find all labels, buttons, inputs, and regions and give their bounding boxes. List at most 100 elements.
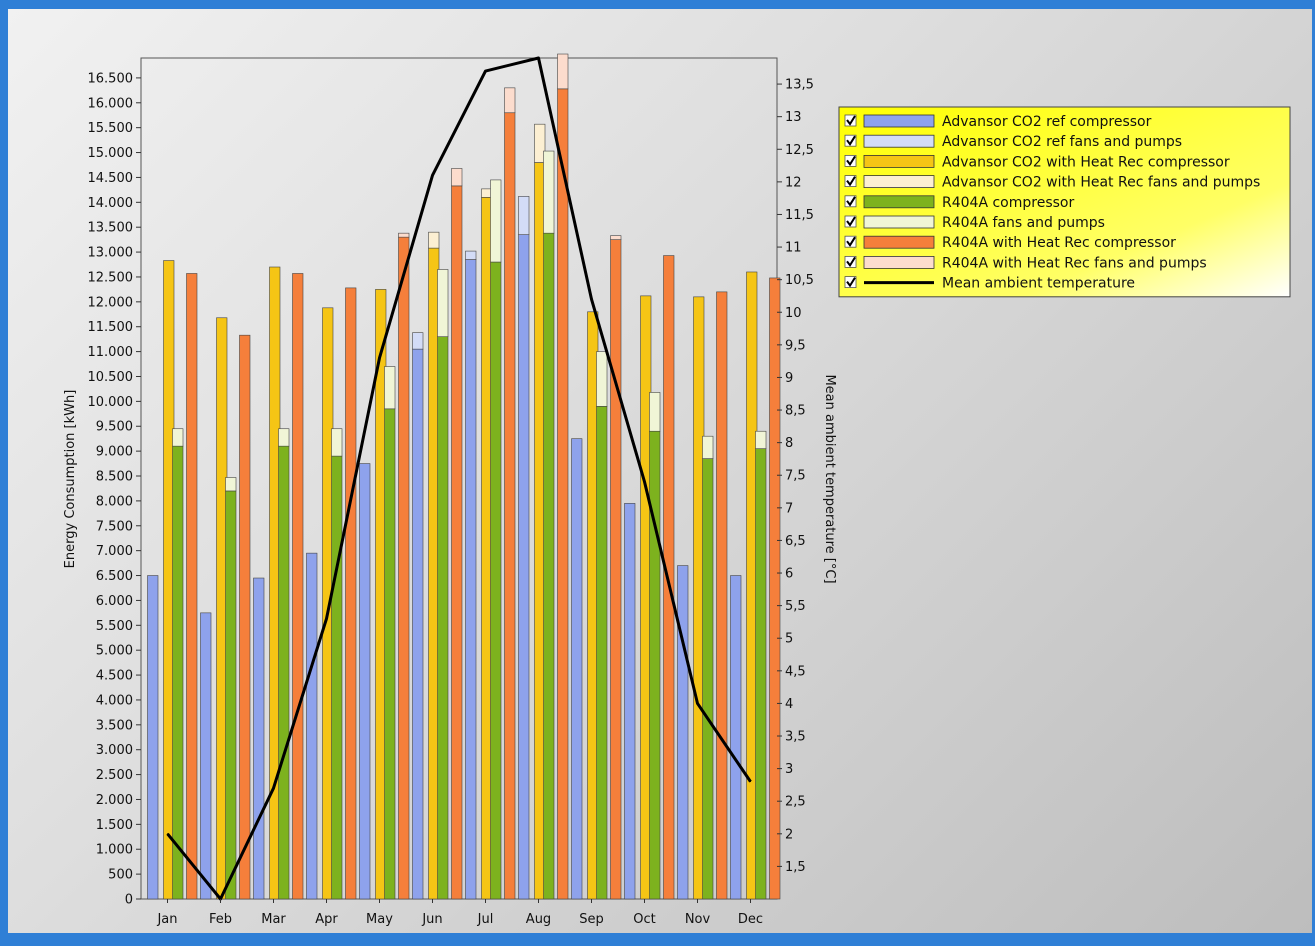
bar-advansor-co2-ref-compressor — [730, 575, 742, 900]
y2-tick-label: 10 — [785, 306, 802, 321]
bar-advansor-co2-ref-compressor — [571, 438, 583, 900]
y-tick-label: 5.000 — [96, 644, 133, 659]
y2-tick-label: 4,5 — [785, 664, 806, 679]
y-tick-label: 9.000 — [96, 445, 133, 460]
y2-tick-label: 2,5 — [785, 795, 806, 810]
bar-r404a-fans-and-pumps — [649, 392, 661, 432]
temperature-point — [485, 70, 486, 72]
check-icon — [846, 155, 856, 167]
y-tick-label: 4.500 — [96, 669, 133, 684]
y-tick-label: 1.500 — [96, 818, 133, 833]
legend: Advansor CO2 ref compressor Advansor CO2 … — [838, 106, 1291, 298]
bar-r404a-with-heat-rec-compressor — [239, 334, 251, 900]
legend-swatch — [863, 235, 935, 249]
legend-swatch — [863, 175, 935, 189]
bar-advansor-co2-ref-compressor — [306, 552, 318, 900]
legend-checkbox — [844, 195, 857, 208]
y2-tick-label: 11,5 — [785, 208, 814, 223]
y-tick-label: 14.000 — [88, 196, 134, 211]
legend-swatch — [863, 255, 935, 269]
check-icon — [846, 236, 856, 247]
bar-r404a-compressor — [225, 490, 237, 900]
y2-axis-title: Mean ambient temperature [°C] — [822, 374, 837, 583]
y-tick-label: 10.000 — [88, 395, 134, 410]
bar-advansor-co2-ref-fans-and-pumps — [465, 250, 477, 260]
bar-advansor-co2-ref-compressor — [147, 575, 159, 900]
bar-r404a-fans-and-pumps — [702, 435, 714, 459]
y-tick-label: 12.500 — [88, 270, 134, 285]
y2-tick-label: 7 — [785, 501, 793, 516]
x-tick-label: Aug — [526, 912, 551, 927]
y2-tick-label: 9 — [785, 371, 793, 386]
x-tick-label: Oct — [633, 912, 655, 927]
x-tick-label: Mar — [261, 912, 286, 927]
y-tick-label: 6.000 — [96, 594, 133, 609]
legend-checkbox — [844, 114, 857, 127]
y-tick-label: 2.000 — [96, 793, 133, 808]
bar-r404a-fans-and-pumps — [543, 150, 555, 234]
y2-tick-label: 7,5 — [785, 469, 806, 484]
y2-tick-label: 2 — [785, 827, 793, 842]
bar-series — [147, 53, 781, 900]
check-icon — [846, 277, 856, 288]
energy-chart: 0 500 1.000 1.500 2.000 2.500 3.000 3.500 4.000 4… — [63, 53, 1291, 927]
bar-r404a-fans-and-pumps — [278, 428, 290, 447]
bar-r404a-compressor — [596, 406, 608, 900]
legend-checkbox — [844, 175, 857, 188]
y2-tick-label: 8 — [785, 436, 793, 451]
check-icon — [846, 176, 856, 187]
bar-r404a-fans-and-pumps — [172, 428, 184, 447]
bar-r404a-with-heat-rec-compressor — [186, 273, 198, 900]
temperature-point — [432, 174, 433, 176]
y-tick-label: 16.000 — [88, 96, 134, 111]
y2-tick-label: 12 — [785, 175, 802, 190]
bar-advansor-co2-ref-fans-and-pumps — [412, 332, 424, 350]
bar-r404a-compressor — [437, 336, 449, 900]
bar-r404a-fans-and-pumps — [755, 430, 767, 449]
temperature-point — [273, 787, 274, 789]
y2-tick-label: 4 — [785, 697, 793, 712]
x-tick-label: Jan — [156, 912, 177, 927]
bar-r404a-fans-and-pumps — [596, 351, 608, 407]
y-tick-label: 0 — [125, 893, 133, 908]
y2-tick-label: 5 — [785, 632, 793, 647]
temperature-point — [379, 357, 380, 359]
temperature-point — [326, 618, 327, 620]
bar-r404a-with-heat-rec-compressor — [345, 287, 357, 900]
legend-checkbox — [844, 215, 857, 228]
bar-r404a-compressor — [490, 261, 502, 900]
y2-tick-label: 5,5 — [785, 599, 806, 614]
legend-checkbox — [844, 235, 857, 248]
temperature-point — [167, 833, 168, 835]
temperature-point — [591, 298, 592, 300]
y2-tick-label: 9,5 — [785, 338, 806, 353]
bar-r404a-with-heat-rec-fans-and-pumps — [504, 87, 516, 114]
legend-checkbox — [844, 255, 857, 268]
y-tick-label: 16.500 — [88, 71, 134, 86]
bar-r404a-compressor — [755, 448, 767, 900]
y-tick-label: 6.500 — [96, 569, 133, 584]
bar-r404a-with-heat-rec-fans-and-pumps — [610, 235, 622, 240]
x-tick-label: Apr — [315, 912, 338, 927]
y2-tick-label: 13 — [785, 110, 802, 125]
bar-r404a-with-heat-rec-compressor — [769, 277, 781, 900]
axes: 0 500 1.000 1.500 2.000 2.500 3.000 3.500 4.000 4… — [88, 71, 814, 927]
y-tick-label: 15.500 — [88, 121, 134, 136]
bar-r404a-compressor — [384, 408, 396, 900]
x-tick-label: Feb — [209, 912, 232, 927]
bar-advansor-co2-ref-fans-and-pumps — [518, 196, 530, 235]
y-tick-label: 13.000 — [88, 246, 134, 261]
legend-label: Advansor CO2 with Heat Rec fans and pump… — [942, 175, 1260, 191]
bar-advansor-co2-ref-compressor — [200, 612, 212, 900]
bar-r404a-compressor — [543, 232, 555, 900]
bar-r404a-with-heat-rec-fans-and-pumps — [557, 53, 569, 90]
y2-tick-label: 11 — [785, 241, 802, 256]
y-tick-label: 1.000 — [96, 843, 133, 858]
check-icon — [846, 135, 856, 146]
temperature-line — [166, 56, 752, 901]
y2-tick-label: 3 — [785, 762, 793, 777]
bar-advansor-co2-with-heat-rec-fans-and-pumps — [428, 231, 440, 249]
bar-r404a-with-heat-rec-compressor — [610, 239, 622, 900]
y2-tick-label: 3,5 — [785, 730, 806, 745]
